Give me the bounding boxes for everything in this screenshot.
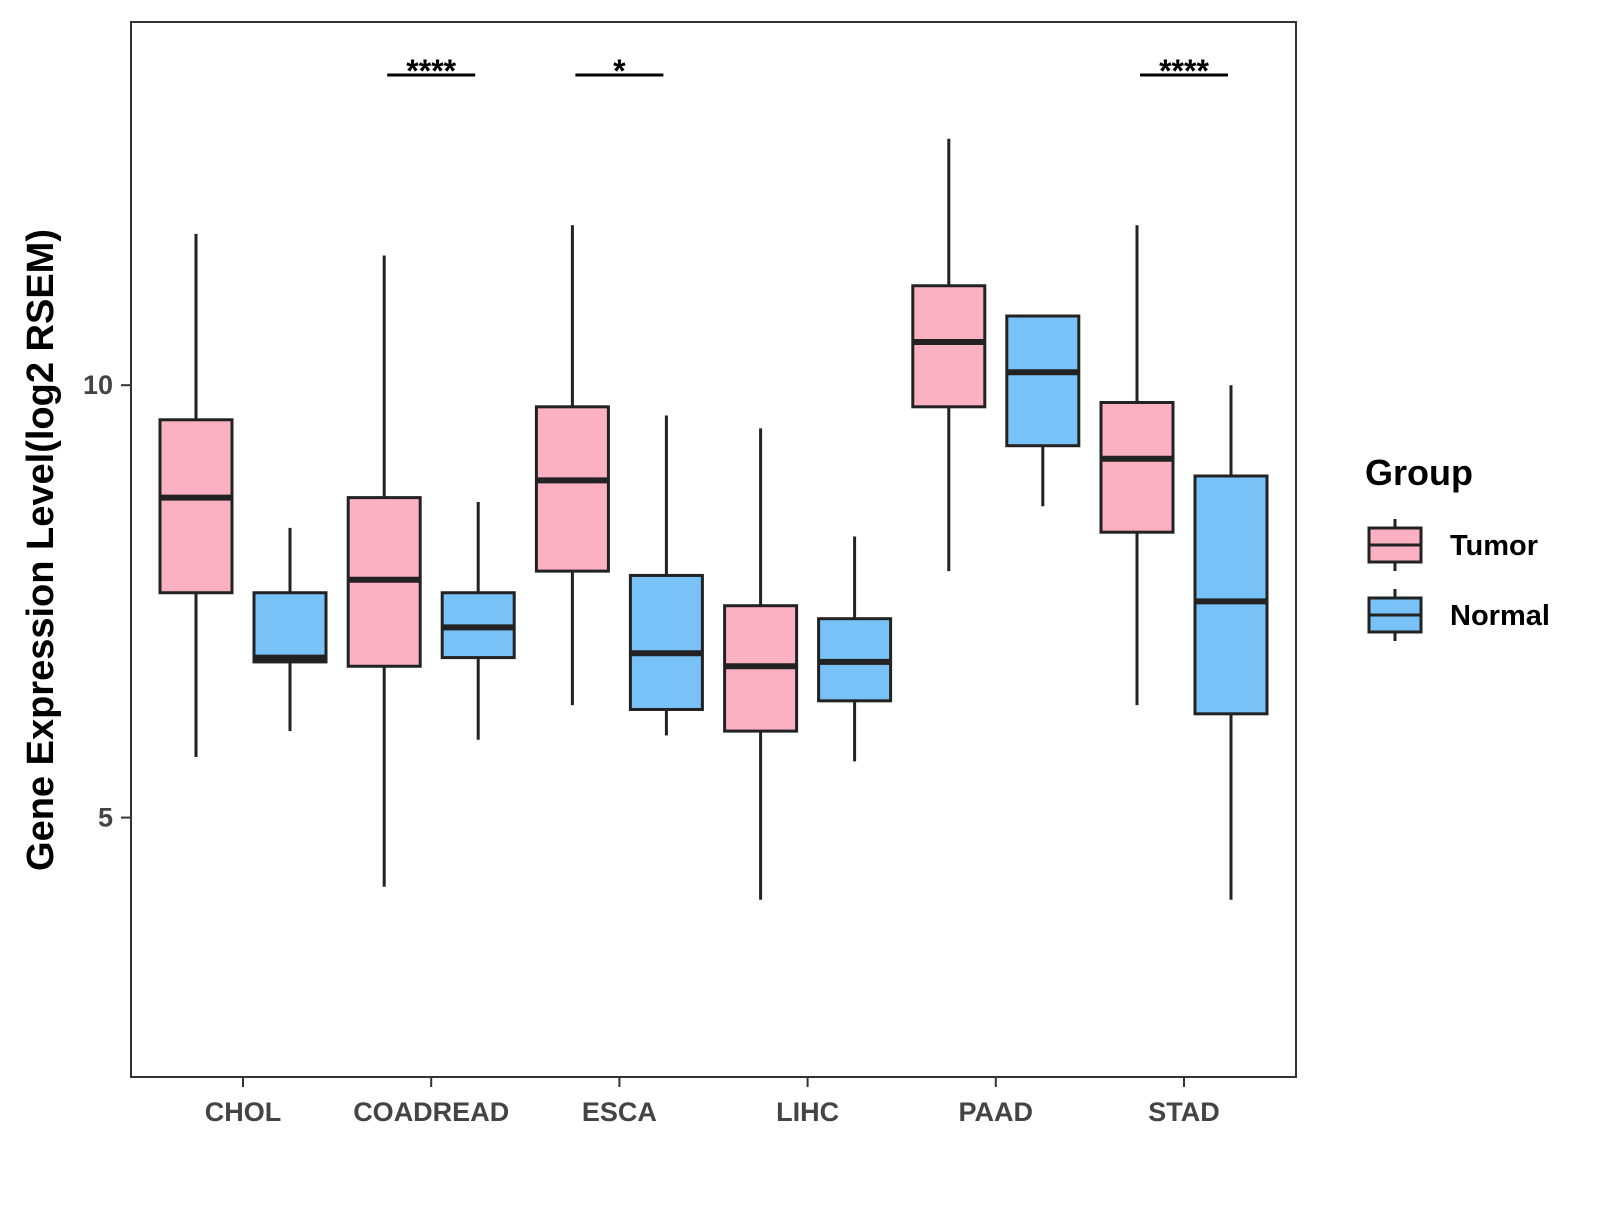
box-normal-chol <box>252 527 328 732</box>
x-tick-label: CHOL <box>205 1097 282 1127</box>
x-tick-label: LIHC <box>776 1097 839 1127</box>
box-tumor-chol <box>158 233 234 758</box>
legend-label: Tumor <box>1450 530 1538 562</box>
box-tumor-stad <box>1099 225 1175 706</box>
box-body <box>1099 400 1175 534</box>
box-body <box>911 284 987 409</box>
box-normal-paad <box>1005 314 1081 507</box>
y-tick-label: 10 <box>83 370 113 400</box>
box-normal-coadread <box>440 501 516 740</box>
box-series-group <box>158 138 1269 900</box>
x-tick-label: STAD <box>1148 1097 1220 1127</box>
x-tick-label: ESCA <box>582 1097 657 1127</box>
x-tick-label: PAAD <box>959 1097 1034 1127</box>
legend-label: Normal <box>1450 600 1550 632</box>
box-body <box>628 573 704 711</box>
box-body <box>1005 314 1081 448</box>
x-tick-label: COADREAD <box>353 1097 509 1127</box>
box-body <box>534 405 610 573</box>
x-axis: CHOL COADREAD ESCA LIHC PAAD STAD <box>205 1077 1220 1127</box>
box-normal-esca <box>628 415 704 736</box>
box-body <box>1193 474 1269 716</box>
legend: Group Tumor Normal <box>1365 452 1550 641</box>
box-tumor-paad <box>911 138 987 572</box>
box-body <box>158 418 234 595</box>
box-tumor-coadread <box>346 255 422 887</box>
significance-label: **** <box>406 53 456 89</box>
plot-panel <box>130 21 1297 1078</box>
legend-title: Group <box>1365 452 1473 493</box>
legend-item-normal: Normal <box>1367 589 1550 641</box>
box-normal-stad <box>1193 385 1269 900</box>
significance-label: * <box>613 53 626 89</box>
legend-item-tumor: Tumor <box>1367 519 1538 571</box>
y-axis-title: Gene Expression Level(log2 RSEM) <box>20 229 62 871</box>
significance-group: **** * **** <box>387 53 1228 89</box>
box-body <box>252 591 328 664</box>
y-axis: 5 10 <box>83 370 131 833</box>
y-tick-label: 5 <box>98 803 113 833</box>
legend-items: Tumor Normal <box>1367 519 1550 641</box>
significance-label: **** <box>1159 53 1209 89</box>
box-tumor-lihc <box>723 428 799 900</box>
box-normal-lihc <box>817 536 893 762</box>
box-tumor-esca <box>534 225 610 706</box>
